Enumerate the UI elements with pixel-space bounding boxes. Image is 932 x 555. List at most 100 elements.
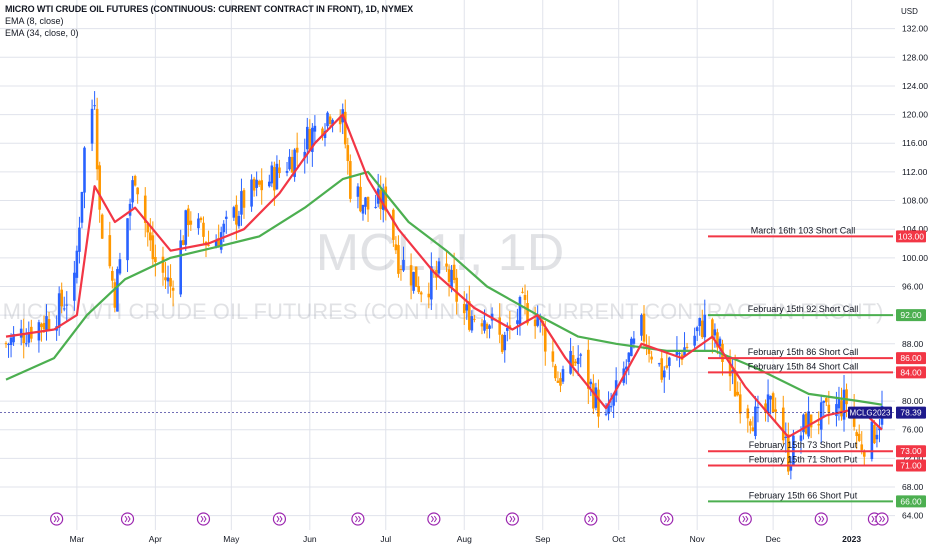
event-icon[interactable] [351, 512, 365, 526]
candle-body [430, 266, 433, 300]
candle-body [288, 156, 291, 170]
price-tick-label: 80.00 [902, 396, 924, 406]
time-tick-label: Oct [612, 534, 626, 544]
candle-body [695, 327, 699, 332]
candle-body [149, 232, 152, 241]
candle-body [807, 411, 810, 437]
candle-body [146, 223, 150, 233]
candle-body [749, 421, 752, 426]
level-price-tag [896, 230, 926, 243]
event-icon[interactable] [738, 512, 752, 526]
event-icon[interactable] [505, 512, 519, 526]
candle-body [678, 352, 681, 354]
candle-body [346, 145, 350, 162]
price-tick-label: 64.00 [902, 511, 924, 521]
candle-body [143, 195, 147, 223]
candle-body [73, 272, 76, 301]
candle-body [154, 256, 157, 263]
time-tick-label: Sep [535, 534, 550, 544]
candle-body [414, 266, 418, 287]
price-tick-label: 104.00 [902, 224, 928, 234]
indicator-ema-fast[interactable]: EMA (8, close) [5, 16, 64, 26]
candle-body [75, 250, 79, 278]
candle-body [270, 165, 274, 184]
candle-body [483, 320, 486, 331]
price-tick-label: 120.00 [902, 110, 928, 120]
candle-body [455, 277, 458, 302]
event-icon-glyph [818, 515, 825, 523]
candle-body [275, 163, 279, 190]
level-price-tag [896, 459, 926, 472]
price-axis[interactable]: USD 132.00 128.00 124.00 120.00 116.00 112.00… [895, 0, 932, 530]
candle-body [609, 406, 613, 408]
candle-body [366, 196, 370, 210]
candle-body [855, 432, 858, 437]
candle-body [771, 393, 775, 413]
candle-body [543, 327, 547, 352]
event-icon-glyph [509, 515, 516, 523]
event-icon-glyph [879, 515, 886, 523]
candle-body [328, 116, 332, 124]
candle-body [260, 180, 264, 191]
candle-body [700, 320, 704, 338]
candle-body [647, 346, 651, 354]
event-icon[interactable] [875, 512, 889, 526]
event-icon[interactable] [584, 512, 598, 526]
candle-body [711, 319, 714, 339]
event-icon-glyph [53, 515, 60, 523]
event-icon[interactable] [660, 512, 674, 526]
symbol-badge-text: MCLG2023 [850, 409, 891, 418]
event-icon[interactable] [814, 512, 828, 526]
candle-body [181, 240, 185, 245]
candle-body [873, 424, 876, 444]
candle-body [151, 235, 155, 260]
candle-body [500, 334, 504, 352]
event-icon[interactable] [196, 512, 211, 526]
candle-body [384, 186, 388, 212]
event-markers[interactable] [50, 512, 889, 526]
price-levels[interactable]: March 16th 103 Short Call February 15th 9… [708, 225, 893, 503]
candle-body [799, 435, 803, 441]
candle-body [65, 304, 69, 306]
candle-body [447, 269, 451, 282]
level-label: February 15th 71 Short Put [749, 455, 858, 465]
candle-body [731, 370, 734, 373]
event-icon[interactable] [427, 512, 441, 526]
time-axis[interactable]: Mar Apr May Jun Jul Aug Sep Oct Nov Dec 2023 [0, 530, 932, 550]
time-tick-label: Jun [303, 534, 317, 544]
candle-body [250, 179, 253, 207]
candle-body [308, 128, 312, 151]
indicator-ema-slow[interactable]: EMA (34, close, 0) [5, 28, 79, 38]
event-icon[interactable] [50, 512, 64, 526]
candle-body [632, 338, 636, 344]
event-icon[interactable] [272, 512, 287, 526]
candle-body [754, 406, 757, 437]
candle-body [746, 408, 750, 419]
candle-body [698, 318, 702, 327]
price-tick-label: 68.00 [902, 482, 924, 492]
candle-body [630, 338, 633, 357]
candle-body [47, 319, 51, 330]
level-price-text: 66.00 [900, 496, 922, 506]
candle-body [728, 358, 732, 377]
candle-body [331, 119, 334, 126]
candle-body [480, 323, 484, 327]
candle-body [83, 147, 86, 193]
candle-body [285, 170, 289, 173]
candle-body [607, 403, 610, 414]
time-tick-label: Apr [149, 534, 162, 544]
candle-body [774, 409, 777, 412]
level-label: March 16th 103 Short Call [751, 225, 856, 235]
candle-body [612, 394, 615, 406]
price-tick-label: 108.00 [902, 196, 928, 206]
candle-body [326, 112, 329, 127]
candle-body [551, 351, 555, 362]
candle-body [27, 332, 31, 343]
candle-body [417, 286, 420, 293]
candle-body [131, 180, 134, 203]
candle-body [703, 314, 707, 338]
event-icon[interactable] [120, 512, 135, 526]
candle-body [817, 424, 821, 426]
